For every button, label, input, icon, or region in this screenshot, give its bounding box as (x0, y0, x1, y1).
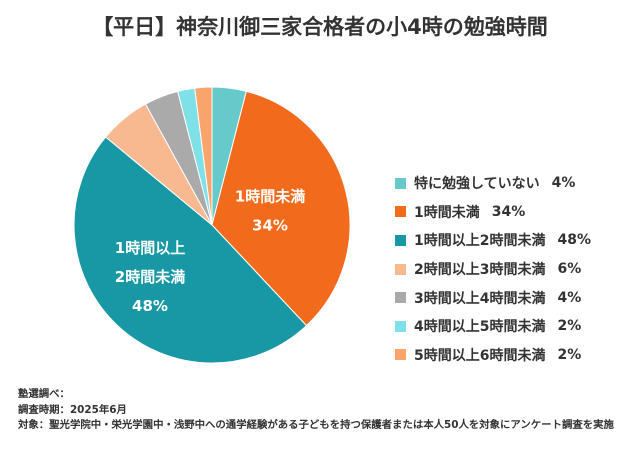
legend-item: 5時間以上6時間未満 2% (395, 341, 591, 370)
pie-slice (194, 86, 213, 226)
legend-label: 1時間以上2時間未満 (414, 233, 546, 250)
legend-value-number: 2 (557, 318, 568, 335)
legend-label: 4時間以上5時間未満 (414, 319, 546, 336)
legend-swatch (395, 263, 406, 275)
legend-label: 3時間以上4時間未満 (414, 290, 546, 307)
legend-value-number: 34 (491, 203, 512, 220)
legend-value: 2% (557, 347, 581, 363)
slice-percent-unit: % (153, 297, 168, 315)
legend-value-unit: % (567, 346, 582, 363)
legend-swatch (395, 349, 406, 361)
slice-label-line: 1時間以上 (115, 239, 185, 257)
legend-value-unit: % (567, 318, 582, 335)
legend-value: 2% (557, 318, 581, 334)
note-target: 対象：聖光学院中・栄光学園中・浅野中への通学経験がある子どもを持つ保護者または本… (18, 419, 614, 431)
pie-chart: 1時間未満 34% 1時間以上 2時間未満 48% (73, 86, 351, 364)
legend-item: 4時間以上5時間未満 2% (395, 312, 591, 341)
legend-swatch (395, 177, 406, 189)
slice-percent-value: 34 (252, 217, 273, 235)
legend-swatch (395, 234, 406, 246)
legend: 特に勉強していない 4% 1時間未満 34% 1時間以上2時間未満 48% 2時間以上3時間… (395, 169, 591, 369)
slice-percent-value: 48 (132, 297, 153, 315)
legend-value-number: 48 (557, 232, 577, 249)
legend-item: 3時間以上4時間未満 4% (395, 283, 591, 312)
legend-value-unit: % (567, 261, 582, 278)
legend-value-number: 6 (557, 261, 568, 278)
legend-item: 2時間以上3時間未満 6% (395, 255, 591, 284)
legend-swatch (395, 206, 406, 218)
pie-slice (211, 90, 351, 327)
legend-value: 4% (552, 175, 576, 191)
legend-value: 4% (557, 290, 581, 306)
legend-swatch (395, 320, 406, 332)
legend-label: 5時間以上6時間未満 (414, 347, 546, 364)
legend-value-unit: % (511, 203, 526, 220)
legend-item: 特に勉強していない 4% (395, 169, 591, 198)
legend-value-number: 2 (557, 346, 568, 363)
legend-swatch (395, 292, 406, 304)
slice-percent-label: 34% (252, 217, 288, 235)
legend-value: 6% (557, 261, 581, 277)
slice-label-line: 1時間未満 (235, 188, 305, 206)
legend-item: 1時間以上2時間未満 48% (395, 226, 591, 255)
slice-label: 1時間以上 2時間未満 48% (115, 239, 185, 315)
legend-value: 34% (492, 204, 526, 220)
legend-label: 特に勉強していない (414, 176, 540, 193)
slice-percent-label: 48% (132, 297, 168, 315)
legend-value-unit: % (567, 289, 582, 306)
legend-value-number: 4 (557, 289, 568, 306)
legend-value-number: 4 (551, 175, 562, 192)
pie-slice (73, 136, 308, 364)
slice-percent-unit: % (273, 217, 288, 235)
legend-label: 2時間以上3時間未満 (414, 262, 546, 279)
note-period: 調査時期：2025年6月 (18, 403, 127, 416)
note-source: 塾選調べ： (18, 388, 70, 400)
legend-value-unit: % (561, 175, 576, 192)
slice-label-line: 2時間未満 (115, 268, 185, 286)
survey-notes: 塾選調べ： 調査時期：2025年6月 対象：聖光学院中・栄光学園中・浅野中への通… (18, 387, 614, 434)
slice-label: 1時間未満 34% (235, 188, 305, 235)
legend-value: 48% (557, 232, 591, 248)
legend-item: 1時間未満 34% (395, 198, 591, 227)
chart-title: 【平日】神奈川御三家合格者の小4時の勉強時間 (92, 15, 548, 39)
legend-label: 1時間未満 (414, 204, 480, 221)
legend-value-unit: % (576, 232, 591, 249)
